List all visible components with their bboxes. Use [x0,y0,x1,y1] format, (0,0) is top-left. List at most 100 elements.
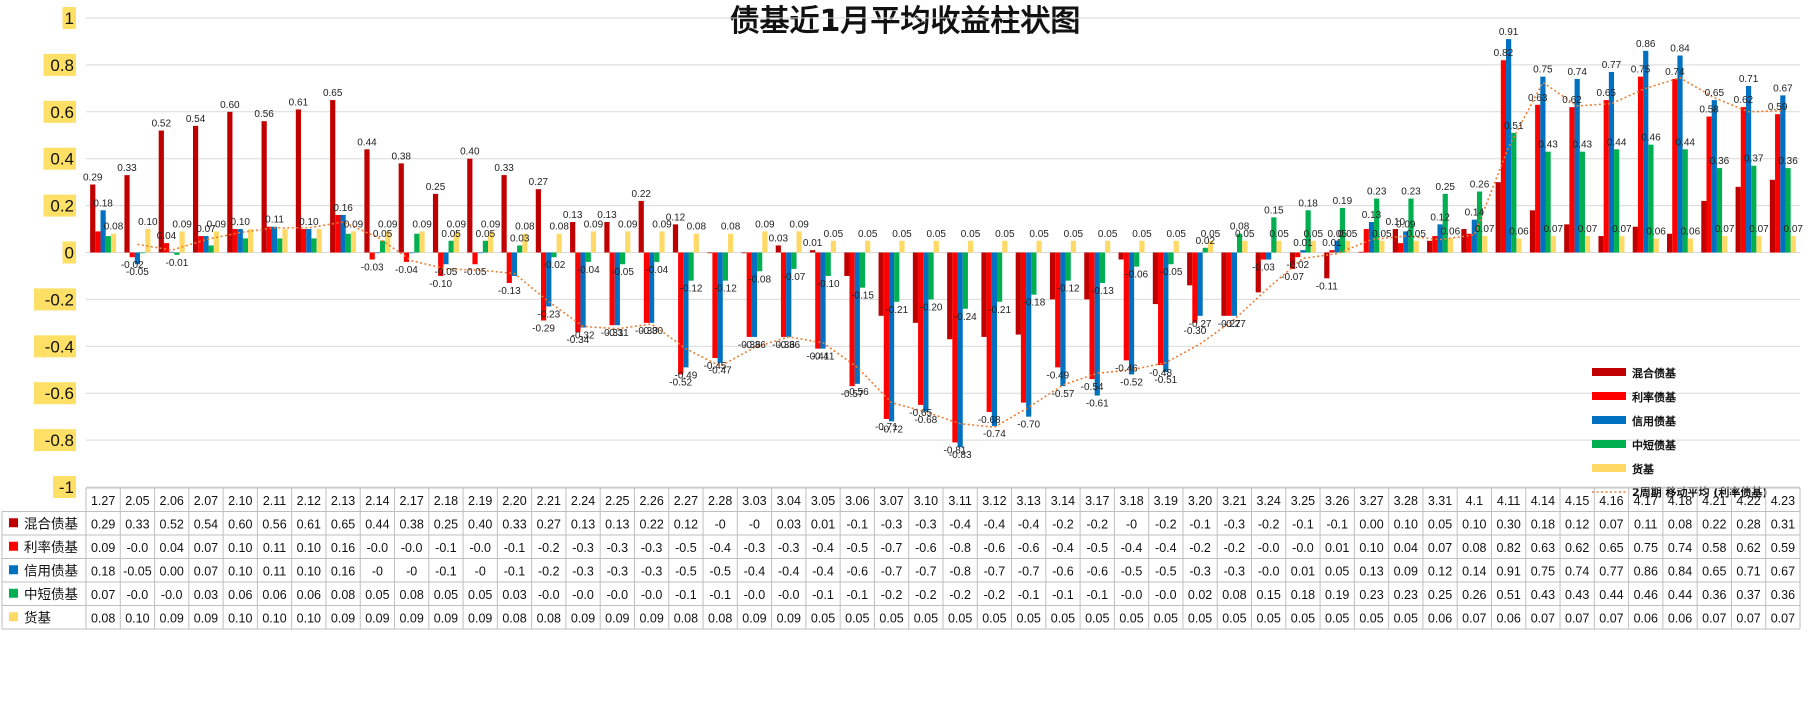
table-cell: 0.67 [1771,564,1795,578]
table-cell: -0.6 [915,541,937,555]
bar [820,252,826,349]
data-label: -0.02 [1286,260,1309,271]
legend-swatch [1592,368,1626,376]
table-cell: -0.6 [1086,564,1108,578]
table-category: 2.07 [194,494,218,508]
table-cell: -0.4 [812,564,834,578]
table-cell: 0.05 [1017,611,1041,625]
legend-label: 信用债基 [1632,414,1677,428]
data-label: 0.08 [721,222,741,233]
table-cell: 0.07 [1736,611,1760,625]
bar [1163,252,1169,373]
table-cell: -0.3 [1224,517,1246,531]
data-label: -0.20 [920,302,943,313]
data-label: -0.12 [1057,284,1080,295]
table-cell: -0.1 [1326,517,1348,531]
data-label: -0.21 [885,305,908,316]
y-tick-highlight [43,194,76,217]
bar [1236,233,1243,253]
bar [540,252,547,321]
table-cell: -0.05 [123,564,152,578]
bar [295,109,302,253]
bar [517,245,523,253]
table-cell: 0.07 [1462,611,1486,625]
table-cell: 0.18 [1291,588,1315,602]
data-label: 0.05 [927,229,947,240]
data-label: -0.13 [1091,286,1114,297]
data-label: 0.67 [1773,83,1793,94]
table-category: 3.17 [1085,494,1109,508]
data-label: 0.60 [220,100,240,111]
bar [1427,240,1433,253]
table-cell: -0.5 [847,541,869,555]
table-category: 2.25 [605,494,629,508]
bar [1653,238,1659,253]
table-cell: 0.23 [1394,588,1418,602]
data-label: 0.71 [1739,74,1759,85]
data-label: -0.46 [1115,363,1138,374]
bar [1305,210,1311,253]
table-cell: 0.01 [1291,564,1315,578]
table-cell: -0.3 [607,541,629,555]
table-cell: 0.16 [331,541,355,555]
table-cell: 0.23 [1359,588,1383,602]
table-cell: 0.08 [91,611,115,625]
table-cell: -0.3 [1189,564,1211,578]
table-cell: 0.10 [228,611,252,625]
data-label: -0.03 [1252,263,1275,274]
data-label: 0.37 [1744,154,1764,165]
bar [1036,240,1042,253]
table-cell: -0.0 [127,541,149,555]
table-cell: 0.18 [91,564,115,578]
data-label: 0.25 [1436,182,1456,193]
bar [649,252,655,323]
data-label: 0.19 [1333,196,1353,207]
table-cell: 0.13 [571,517,595,531]
table-cell: 0.10 [125,611,149,625]
data-label: -0.15 [851,291,874,302]
table-cell: 0.62 [1736,541,1760,555]
bar [815,252,821,349]
table-series-name: 货基 [24,609,51,626]
bar [1099,252,1106,283]
data-label: 0.09 [1396,219,1416,230]
table-cell: 0.71 [1736,564,1760,578]
data-label: -0.04 [395,265,418,276]
table-cell: -0.1 [504,541,526,555]
table-category: 3.06 [845,494,869,508]
bar [683,252,689,368]
table-category: 4.11 [1497,494,1520,508]
bar [105,236,111,253]
bar [1374,198,1380,253]
table-cell: 0.75 [1634,541,1658,555]
table-category: 2.24 [571,494,595,508]
table-cell: 0.09 [1394,564,1418,578]
table-cell: 0.07 [1428,541,1452,555]
bar [952,252,958,443]
table-cell: -0.1 [1052,588,1074,602]
data-label: 0.05 [1201,229,1221,240]
bar [95,231,101,253]
table-category: 1.27 [91,494,115,508]
bar [1094,252,1100,396]
table-cell: 0.03 [502,588,526,602]
bar [1128,252,1135,375]
bar [962,252,968,309]
table-cell: 0.05 [1119,611,1143,625]
table-cell: -0.3 [915,517,937,531]
bar [1569,107,1575,253]
data-label: -0.10 [429,279,452,290]
bar [678,252,684,375]
y-tick-highlight [34,335,76,358]
data-label: 0.09 [481,219,501,230]
table-legend-key [9,518,18,528]
table-cell: 0.11 [263,564,286,578]
bar [1015,252,1021,335]
bar [1545,151,1551,253]
bar [1358,251,1364,253]
bar [482,240,489,253]
bar [179,231,185,253]
bar [614,252,620,326]
bar [242,238,249,253]
bar [1672,78,1678,253]
